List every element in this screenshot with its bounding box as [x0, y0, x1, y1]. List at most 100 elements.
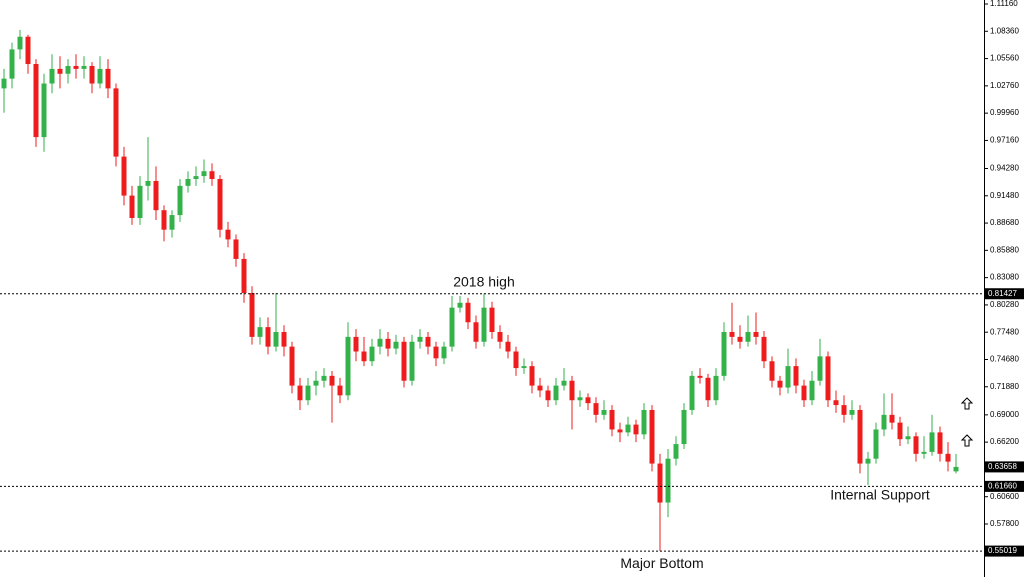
y-tick-label: 0.60600	[990, 492, 1019, 501]
candle-body	[345, 336, 351, 396]
candle-body	[225, 229, 231, 240]
annotation: Internal Support	[830, 486, 930, 502]
candle-body	[561, 380, 567, 386]
candle-body	[521, 366, 527, 369]
candle-body	[577, 397, 583, 401]
candle-body	[569, 380, 575, 401]
y-tick-label: 0.77480	[990, 327, 1019, 336]
candle-body	[905, 436, 911, 440]
candle-body	[825, 356, 831, 401]
candle-body	[505, 341, 511, 352]
candle-body	[209, 171, 215, 180]
candle-body	[457, 302, 463, 308]
candle-body	[393, 341, 399, 349]
candle-body	[233, 239, 239, 259]
candle-body	[17, 36, 23, 50]
candle-body	[289, 346, 295, 386]
candle-body	[433, 346, 439, 359]
candle-body	[177, 185, 183, 216]
candle-body	[665, 458, 671, 503]
y-tick-label: 0.69000	[990, 410, 1019, 419]
candle-body	[849, 409, 855, 415]
candle-body	[305, 385, 311, 401]
candle-body	[545, 390, 551, 401]
candle-body	[537, 385, 543, 391]
candle-body	[929, 432, 935, 452]
candle-body	[33, 64, 39, 138]
candle-body	[873, 429, 879, 459]
candle-body	[609, 409, 615, 430]
candle-body	[737, 336, 743, 342]
candle-body	[489, 307, 495, 333]
candle-body	[401, 341, 407, 381]
candle-body	[297, 385, 303, 401]
candle-body	[641, 409, 647, 435]
candle-body	[49, 68, 55, 84]
candle-body	[145, 180, 151, 186]
candle-body	[193, 176, 199, 180]
candle-body	[689, 375, 695, 410]
annotation: 2018 high	[453, 274, 515, 290]
candle-body	[681, 409, 687, 445]
candle-body	[937, 432, 943, 454]
y-tick-label: 0.83080	[990, 273, 1019, 282]
candle-body	[801, 385, 807, 401]
candle-body	[793, 366, 799, 386]
candle-body	[673, 444, 679, 459]
level-label: 0.61660	[988, 481, 1017, 490]
candle-body	[313, 380, 319, 386]
candle-body	[337, 385, 343, 396]
y-tick-label: 1.08360	[990, 26, 1019, 35]
candle-body	[97, 68, 103, 84]
candle-body	[705, 377, 711, 401]
y-tick-label: 1.02760	[990, 81, 1019, 90]
candle-body	[721, 332, 727, 376]
candle-body	[833, 400, 839, 406]
candle-body	[377, 338, 383, 347]
level-label-box	[985, 545, 1024, 557]
candle-body	[385, 338, 391, 349]
candle-body	[369, 346, 375, 362]
y-tick-label: 0.97160	[990, 136, 1019, 145]
candle-body	[241, 258, 247, 294]
candle-body	[449, 307, 455, 347]
candle-body	[41, 83, 47, 138]
candle-body	[409, 341, 415, 381]
y-tick-label: 0.66200	[990, 437, 1019, 446]
candle-body	[649, 409, 655, 464]
last-price-label: 0.63658	[988, 462, 1017, 471]
candle-body	[881, 414, 887, 430]
candle-body	[121, 156, 127, 196]
y-tick-label: 1.05560	[990, 54, 1019, 63]
up-arrow	[960, 434, 974, 447]
candle-body	[137, 185, 143, 218]
candle-body	[617, 429, 623, 433]
candle-body	[817, 356, 823, 381]
y-tick-label: 0.99960	[990, 108, 1019, 117]
candle-body	[9, 49, 15, 79]
candle-body	[185, 179, 191, 186]
candle-body	[113, 88, 119, 157]
y-tick-label: 0.57800	[990, 519, 1019, 528]
candle-body	[73, 65, 79, 69]
candle-body	[585, 397, 591, 404]
y-tick-label: 1.11160	[990, 0, 1018, 8]
y-tick-label: 0.88680	[990, 218, 1019, 227]
candle-body	[281, 332, 287, 347]
candle-body	[57, 68, 63, 74]
candle-body	[713, 375, 719, 401]
candle-body	[769, 361, 775, 381]
candle-body	[809, 380, 815, 401]
level-label: 0.55019	[988, 546, 1017, 555]
candle-body	[481, 307, 487, 342]
last-price-box	[985, 461, 1024, 473]
candle-body	[625, 424, 631, 433]
candle-body	[529, 366, 535, 386]
annotation: Major Bottom	[620, 555, 703, 571]
level-label-box	[985, 288, 1024, 300]
candle-body	[353, 336, 359, 352]
candle-body	[785, 366, 791, 388]
candle-body	[921, 451, 927, 454]
candle-body	[89, 65, 95, 84]
candle-body	[593, 403, 599, 415]
